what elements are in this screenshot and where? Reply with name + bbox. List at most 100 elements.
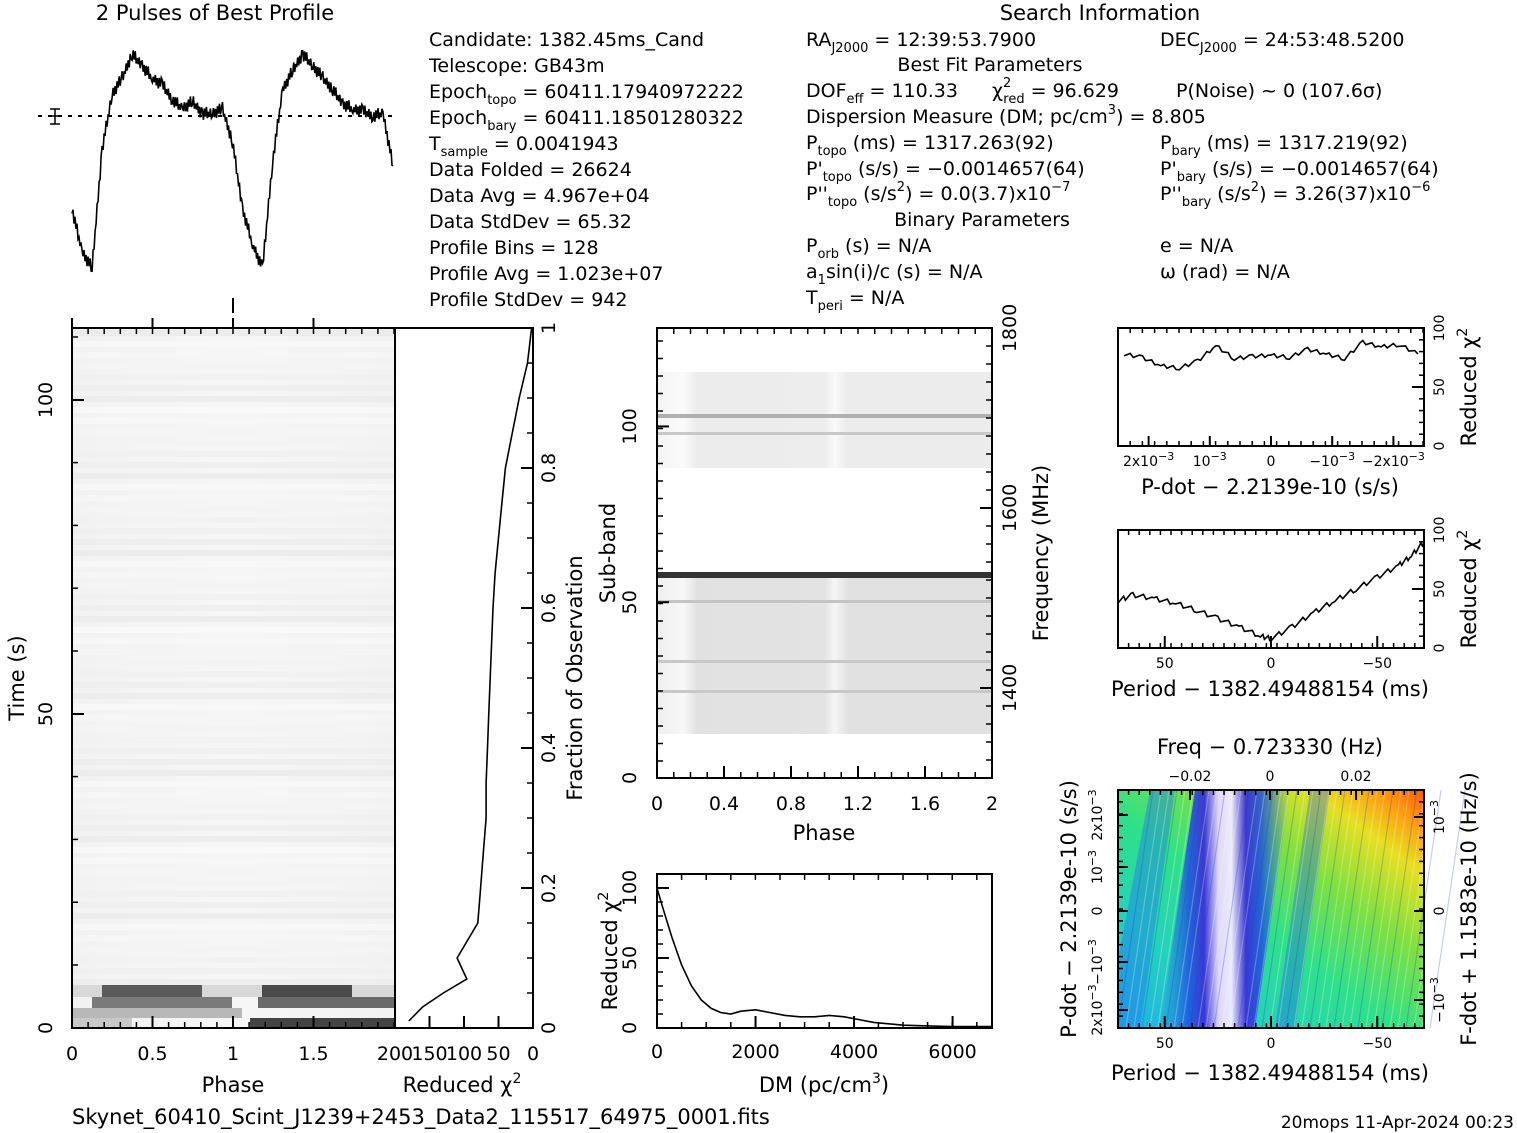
ppdot-streak [1261, 789, 1298, 1029]
filename: Skynet_60410_Scint_J1239+2453_Data2_1155… [72, 1105, 770, 1130]
time-row-band [72, 418, 395, 424]
tick-label: 0 [1432, 907, 1448, 916]
candidate-info-row: Profile StdDev = 942 [429, 289, 628, 311]
tick-label: 2x10−3 [1123, 450, 1174, 470]
ppdot-streak [1205, 789, 1242, 1029]
time-row-band [72, 770, 395, 776]
pddtopo-line: P''topo (s/s2) = 0.0(3.7)x10−7 [806, 180, 1070, 210]
tick-label: −10−3 [1086, 939, 1106, 985]
time-row-band [72, 924, 395, 930]
period-ylabel: Reduced χ2 [1455, 530, 1481, 649]
ppdot-streak [1213, 789, 1250, 1029]
pdot-curve-line [1123, 339, 1419, 371]
candidate-info-row: Data Avg = 4.967e+04 [429, 185, 650, 207]
time-row-band [72, 671, 395, 677]
subband-xlabel: Phase [793, 821, 856, 845]
period-xlabel: Period − 1382.49488154 (ms) [1111, 677, 1429, 701]
candidate-info-row: Epochbary = 60411.18501280322 [429, 107, 744, 134]
period-curve-line [1117, 541, 1425, 642]
tick-label: 0 [651, 1041, 663, 1063]
ppdot-streak [1333, 789, 1370, 1029]
time-row-band [72, 407, 395, 413]
tick-label: 100 [1432, 315, 1448, 342]
fdot-label: F-dot + 1.1583e-10 (Hz/s) [1457, 772, 1481, 1046]
time-row-band [72, 880, 395, 886]
tick-label: 50 [619, 590, 641, 614]
ppdot-streak [1349, 789, 1386, 1029]
candidate-info: Candidate: 1382.45ms_Cand Telescope: GB43m E… [428, 29, 744, 311]
ppdot-streak [1325, 789, 1362, 1029]
pdot-ylabel: Reduced χ2 [1455, 328, 1481, 447]
ppdot-streak [1221, 789, 1258, 1029]
dof-line: DOFeff = 110.33 [806, 80, 958, 107]
tick-label: 100 [619, 870, 641, 906]
candidate-info-label: Candidate: [429, 29, 533, 51]
ppdot-streak [1173, 789, 1210, 1029]
time-row-band [72, 704, 395, 710]
dm-line: Dispersion Measure (DM; pc/cm3) = 8.805 [806, 103, 1206, 128]
tick-label: 100 [1432, 517, 1448, 544]
ppdot-streak [1253, 789, 1290, 1029]
time-row-band [72, 726, 395, 732]
ppdot-streak [1141, 789, 1178, 1029]
candidate-info-value: = 4.967e+04 [522, 185, 650, 207]
fraction-of-observation-label: Fraction of Observation [563, 555, 587, 800]
tick-label: 50 [1156, 1036, 1174, 1052]
time-phase-xlabel: Phase [202, 1073, 265, 1097]
tick-label: 6000 [928, 1041, 976, 1063]
tick-label: 1 [538, 322, 560, 334]
time-row-band [72, 451, 395, 457]
tick-label: 0 [1090, 907, 1106, 916]
candidate-info-row: Data StdDev = 65.32 [429, 211, 632, 233]
tick-label: 1 [227, 1043, 239, 1065]
ppdot-streak [1285, 789, 1322, 1029]
candidate-info-sub: sample [441, 145, 488, 160]
time-row-band [72, 495, 395, 501]
candidate-info-value: = 26624 [549, 159, 631, 181]
ppdot-streak [1381, 789, 1418, 1029]
profile-plot [38, 49, 395, 313]
candidate-info-row: Candidate: 1382.45ms_Cand [429, 29, 704, 51]
pdbary-line: P'bary (s/s) = −0.0014657(64) [1160, 158, 1439, 185]
tick-label: 0 [1432, 442, 1448, 451]
tick-label: −50 [1362, 1036, 1392, 1052]
tick-label: 0.4 [538, 733, 560, 763]
tick-label: 0 [651, 793, 663, 815]
frequency-label: Frequency (MHz) [1029, 465, 1053, 641]
time-row-band [72, 605, 395, 611]
ppdot-streak [1149, 789, 1186, 1029]
candidate-info-row: Profile Bins = 128 [429, 237, 599, 259]
ecc-line: e = N/A [1160, 235, 1233, 257]
candidate-info-row: Tsample = 0.0041943 [428, 133, 619, 160]
tick-label: 1400 [999, 664, 1021, 712]
time-row-band [72, 550, 395, 556]
time-phase-ylabel: Time (s) [5, 635, 29, 721]
tick-label: −10−3 [1428, 977, 1448, 1023]
candidate-info-label: Profile StdDev [429, 289, 563, 311]
candidate-info-row: Data Folded = 26624 [429, 159, 632, 181]
profile-error-bar [50, 108, 60, 125]
tick-label: 50 [1432, 378, 1448, 396]
ppdot-streak [1237, 789, 1274, 1029]
ppdot-streak [1277, 789, 1314, 1029]
dm-xlabel: DM (pc/cm3) [759, 1071, 889, 1097]
tick-label: 100 [35, 382, 57, 418]
ppdot-streak [1389, 789, 1426, 1029]
time-row-band [72, 869, 395, 875]
tick-label: 0.4 [709, 793, 739, 815]
time-row-band [72, 517, 395, 523]
ppdot-streak [1165, 789, 1202, 1029]
binary-title: Binary Parameters [894, 209, 1070, 231]
tick-label: 4000 [830, 1041, 878, 1063]
ppdot-streak [1421, 789, 1458, 1029]
ppdot-streak [1365, 789, 1402, 1029]
candidate-info-value: 1382.45ms_Cand [539, 29, 705, 51]
pbary-line: Pbary (ms) = 1317.219(92) [1160, 132, 1408, 159]
time-row-band [72, 847, 395, 853]
ppdot-streak [1245, 789, 1282, 1029]
candidate-info-label: Epoch [429, 107, 487, 129]
omega-line: ω (rad) = N/A [1160, 261, 1290, 283]
candidate-info-value: = 942 [569, 289, 627, 311]
tick-label: 100 [619, 408, 641, 444]
time-row-band [72, 660, 395, 666]
